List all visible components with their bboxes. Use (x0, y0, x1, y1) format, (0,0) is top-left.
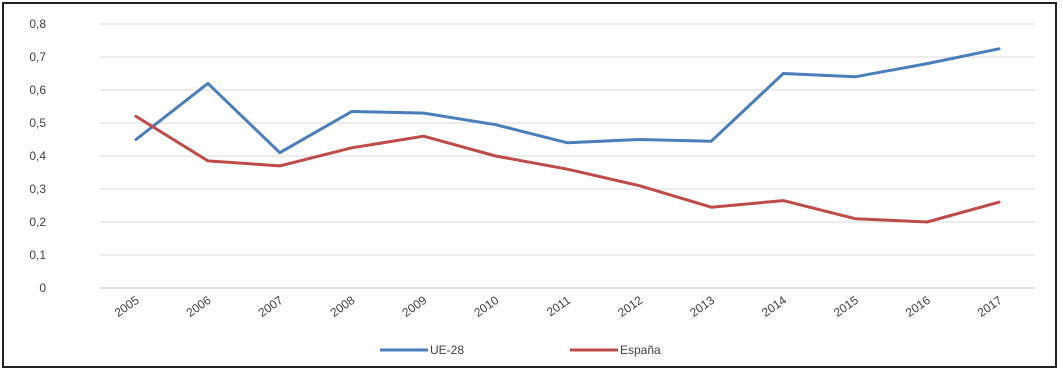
gridlines (100, 23, 1035, 289)
y-tick-label: 0,6 (29, 83, 46, 97)
x-tick-label: 2008 (328, 293, 358, 320)
x-tick-label: 2012 (615, 293, 645, 320)
x-tick-label: 2015 (831, 293, 861, 320)
y-tick-label: 0,1 (29, 248, 46, 262)
x-tick-label: 2005 (112, 293, 142, 320)
x-tick-label: 2014 (759, 293, 789, 320)
legend: UE-28 España (380, 343, 661, 357)
x-tick-label: 2010 (471, 293, 501, 320)
x-axis-ticks: 2005 2006 2007 2008 2009 2010 2011 2012 2013 2014… (112, 293, 1005, 320)
y-tick-label: 0,5 (29, 116, 46, 130)
x-tick-label: 2007 (256, 293, 286, 320)
y-tick-label: 0 (39, 281, 46, 295)
legend-label: UE-28 (430, 343, 464, 357)
x-tick-label: 2009 (399, 293, 429, 320)
y-tick-label: 0,2 (29, 215, 46, 229)
y-tick-label: 0,8 (29, 17, 46, 31)
series-lines (134, 47, 1001, 224)
series-line-ue-28 (134, 47, 1001, 155)
y-tick-label: 0,4 (29, 149, 46, 163)
chart-frame (2, 2, 1057, 368)
series-line-espana (134, 114, 1001, 224)
x-tick-label: 2013 (687, 293, 717, 320)
x-tick-label: 2017 (975, 293, 1005, 320)
legend-label: España (620, 343, 661, 357)
y-tick-label: 0,7 (29, 50, 46, 64)
y-tick-label: 0,3 (29, 182, 46, 196)
y-axis-ticks: 0 0,1 0,2 0,3 0,4 0,5 0,6 0,7 0,8 (29, 17, 46, 295)
x-tick-label: 2016 (903, 293, 933, 320)
x-tick-label: 2011 (544, 293, 573, 319)
x-tick-label: 2006 (184, 293, 214, 320)
